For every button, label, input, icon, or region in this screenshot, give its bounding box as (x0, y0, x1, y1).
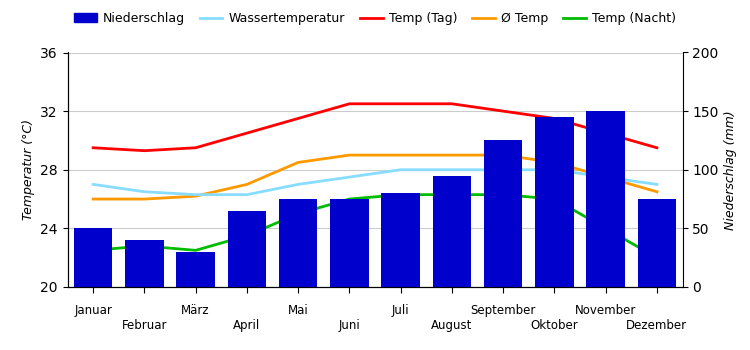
Y-axis label: Niederschlag (mm): Niederschlag (mm) (724, 110, 737, 230)
Bar (382, 193, 420, 287)
Text: September: September (470, 304, 536, 317)
Text: August: August (431, 319, 472, 332)
Bar (74, 228, 112, 287)
Bar (125, 240, 164, 287)
Text: April: April (233, 319, 260, 332)
Text: Juni: Juni (338, 319, 360, 332)
Text: Oktober: Oktober (530, 319, 578, 332)
Bar (330, 199, 368, 287)
Y-axis label: Temperatur (°C): Temperatur (°C) (22, 119, 34, 220)
Text: Mai: Mai (288, 304, 308, 317)
Text: März: März (182, 304, 210, 317)
Bar (228, 211, 266, 287)
Bar (484, 140, 522, 287)
Bar (638, 199, 676, 287)
Text: November: November (575, 304, 636, 317)
Text: Juli: Juli (392, 304, 410, 317)
Legend: Niederschlag, Wassertemperatur, Temp (Tag), Ø Temp, Temp (Nacht): Niederschlag, Wassertemperatur, Temp (Ta… (69, 7, 681, 30)
Bar (279, 199, 317, 287)
Text: Dezember: Dezember (626, 319, 688, 332)
Bar (586, 111, 625, 287)
Bar (536, 117, 574, 287)
Text: Januar: Januar (74, 304, 112, 317)
Bar (176, 252, 214, 287)
Bar (433, 176, 471, 287)
Text: Februar: Februar (122, 319, 167, 332)
